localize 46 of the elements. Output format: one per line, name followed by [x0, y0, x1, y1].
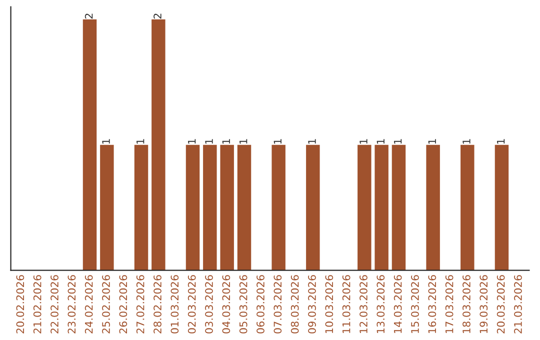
- data-label: 1: [188, 139, 196, 144]
- x-tick-label: 13.03.2026: [376, 275, 385, 333]
- x-tick-label: 21.03.2026: [514, 275, 522, 334]
- data-label: 2: [154, 14, 162, 19]
- x-tick-label: 11.03.2026: [342, 275, 350, 333]
- x-tick-label: 23.02.2026: [68, 275, 76, 334]
- x-tick-label: 04.03.2026: [222, 275, 230, 334]
- x-tick-label: 15.03.2026: [411, 275, 419, 333]
- data-label: 1: [394, 139, 402, 144]
- x-tick-label: 17.03.2026: [445, 275, 454, 333]
- data-label: 1: [274, 139, 282, 144]
- x-tick-label: 22.02.2026: [50, 275, 58, 334]
- x-tick-label: 20.03.2026: [496, 275, 505, 334]
- x-tick-label: 26.02.2026: [119, 275, 128, 334]
- x-tick-label: 08.03.2026: [290, 275, 299, 334]
- data-label: 1: [462, 139, 470, 144]
- x-tick-label: 21.02.2026: [33, 275, 42, 334]
- data-label: 1: [376, 139, 384, 144]
- x-tick-label: 03.03.2026: [205, 275, 213, 334]
- x-tick-label: 16.03.2026: [428, 275, 436, 333]
- x-tick-label: 20.02.2026: [16, 275, 24, 334]
- x-tick-label: 12.03.2026: [360, 275, 368, 333]
- data-label: 2: [84, 14, 93, 19]
- x-tick-label: 19.03.2026: [480, 275, 488, 333]
- x-tick-label: 14.03.2026: [394, 275, 402, 333]
- x-tick-label: 24.02.2026: [84, 275, 93, 334]
- x-tick-label: 27.02.2026: [136, 275, 144, 334]
- x-tick-label: 02.03.2026: [188, 275, 196, 334]
- data-label: 1: [308, 139, 316, 144]
- x-tick-label: 28.02.2026: [154, 275, 162, 334]
- data-label: 1: [102, 139, 110, 144]
- x-tick-label: 01.03.2026: [170, 275, 179, 334]
- data-label: 1: [136, 139, 144, 144]
- data-label: 1: [497, 139, 505, 144]
- x-tick-label: 05.03.2026: [239, 275, 248, 334]
- data-label: 1: [428, 139, 436, 144]
- data-label: 1: [222, 139, 230, 144]
- x-tick-label: 09.03.2026: [308, 275, 316, 334]
- data-label: 1: [360, 139, 368, 144]
- x-tick-label: 18.03.2026: [462, 275, 470, 333]
- x-tick-label: 10.03.2026: [325, 275, 334, 333]
- data-label: 1: [240, 139, 248, 144]
- x-tick-label: 25.02.2026: [102, 275, 110, 334]
- data-label: 1: [205, 139, 213, 144]
- x-tick-label: 06.03.2026: [256, 275, 264, 334]
- x-tick-label: 07.03.2026: [274, 275, 282, 334]
